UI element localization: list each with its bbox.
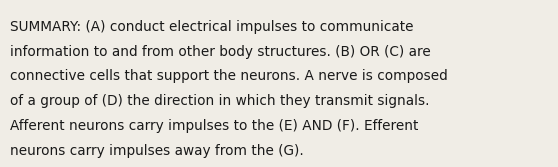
Text: SUMMARY: (A) conduct electrical impulses to communicate: SUMMARY: (A) conduct electrical impulses… [10,20,413,34]
Text: connective cells that support the neurons. A nerve is composed: connective cells that support the neuron… [10,69,448,84]
Text: Afferent neurons carry impulses to the (E) AND (F). Efferent: Afferent neurons carry impulses to the (… [10,119,418,133]
Text: information to and from other body structures. (B) OR (C) are: information to and from other body struc… [10,45,431,59]
Text: of a group of (D) the direction in which they transmit signals.: of a group of (D) the direction in which… [10,94,430,108]
Text: neurons carry impulses away from the (G).: neurons carry impulses away from the (G)… [10,144,304,158]
